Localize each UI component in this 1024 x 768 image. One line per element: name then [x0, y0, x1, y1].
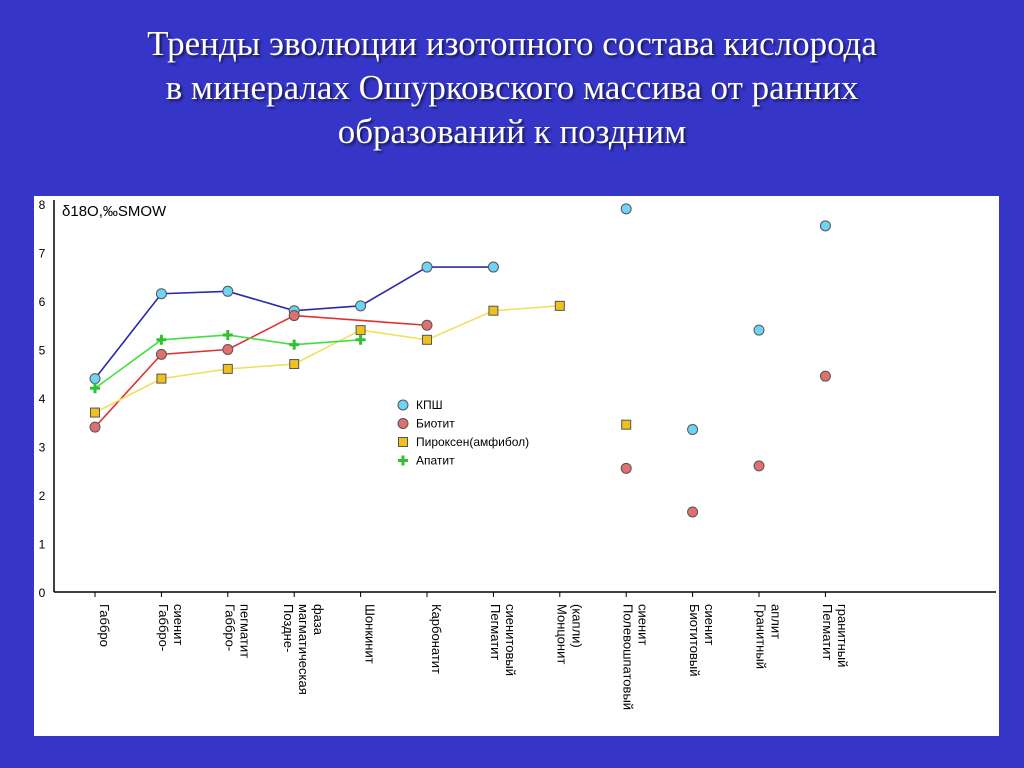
x-tick-label: фаза	[311, 604, 326, 636]
title-line-2: в минералах Ошурковского массива от ранн…	[165, 68, 859, 107]
x-tick-label: Шонкинит	[363, 604, 378, 664]
legend-label-2: Пироксен(амфибол)	[416, 435, 529, 449]
x-tick-label: сиенитовый	[503, 604, 518, 676]
x-tick-label: аплит	[769, 604, 784, 639]
x-tick-label: Поздне-	[281, 604, 296, 652]
point-s1-11	[819, 370, 831, 382]
x-tick-label: сиенит	[636, 604, 651, 645]
point-s1-9	[687, 506, 699, 518]
x-tick-label: пегматит	[237, 604, 252, 658]
point-s2-7	[554, 300, 565, 311]
point-s0-2	[222, 285, 234, 297]
point-s3-3	[289, 339, 300, 350]
legend-marker-2	[398, 437, 408, 447]
x-tick-label: Полевошпатовый	[621, 604, 636, 710]
point-s2-1	[156, 373, 167, 384]
point-s1-10	[753, 460, 765, 472]
legend-marker-1	[397, 418, 409, 429]
series-line-3	[94, 334, 361, 389]
y-tick-label: 8	[39, 198, 46, 212]
y-tick-label: 6	[39, 295, 46, 309]
title-line-1: Тренды эволюции изотопного состава кисло…	[147, 24, 877, 63]
series-line-2	[94, 305, 560, 414]
point-s2-0	[90, 407, 100, 418]
point-s2-6	[488, 305, 499, 316]
point-s2-3	[289, 359, 300, 370]
title-line-3: образований к поздним	[337, 112, 687, 151]
point-s1-2	[222, 344, 234, 355]
y-axis-label: δ18O,‰SMOW	[62, 203, 167, 220]
point-s1-8	[620, 462, 632, 474]
point-s1-1	[155, 348, 167, 360]
x-tick-label: Габбро-	[156, 604, 171, 651]
chart-panel: 0 1 2 3 4 5 6 7 8 δ18O,‰SMOW Габбро Габбро-сиенит Га…	[34, 196, 999, 736]
point-s0-9	[687, 424, 699, 436]
x-tick-label: Карбонатит	[429, 604, 444, 674]
y-tick-label: 0	[39, 586, 46, 600]
y-tick-label: 5	[39, 344, 46, 358]
point-s0-6	[487, 261, 499, 273]
legend-label-1: Биотит	[416, 417, 455, 431]
slide-title: Тренды эволюции изотопного состава кисло…	[40, 22, 984, 154]
y-tick-label: 4	[39, 392, 46, 406]
point-s3-0	[90, 383, 100, 394]
legend-marker-3	[398, 455, 408, 466]
point-s0-1	[155, 288, 167, 300]
x-tick-label: Габбро	[97, 604, 112, 647]
point-s0-10	[753, 324, 765, 336]
point-s2-5	[422, 334, 432, 345]
point-s1-3	[288, 310, 300, 322]
x-tick-label: сиенит	[702, 604, 717, 645]
legend-label-3: Апатит	[416, 454, 455, 468]
x-tick-label: Габбро-	[222, 604, 237, 651]
point-s1-5	[421, 319, 433, 331]
x-tick-label: Монцонит	[554, 604, 569, 664]
y-tick-label: 1	[39, 538, 46, 552]
point-s3-2	[222, 329, 233, 340]
x-tick-label: сиенит	[171, 604, 186, 645]
y-tick-label: 3	[39, 441, 46, 455]
point-s0-0	[89, 373, 101, 385]
y-tick-label: 7	[39, 247, 46, 261]
point-s1-0	[89, 421, 101, 433]
legend-marker-0	[397, 399, 409, 411]
point-s3-4	[355, 334, 366, 345]
x-tick-label: Пегматит	[820, 604, 835, 660]
y-tick-label: 2	[39, 489, 46, 503]
point-s0-8	[620, 203, 632, 215]
point-s0-5	[421, 261, 433, 273]
point-s0-11	[819, 220, 831, 232]
point-s2-4	[355, 325, 366, 336]
point-s2-8	[621, 419, 632, 430]
point-s3-1	[156, 334, 167, 345]
x-tick-label: гранитный	[835, 604, 850, 667]
legend-label-0: КПШ	[416, 398, 443, 412]
x-tick-label: Пегматит	[488, 604, 503, 660]
point-s2-2	[222, 363, 233, 374]
x-tick-label: магматическая	[296, 604, 311, 695]
x-tick-label: Гранитный	[754, 604, 769, 669]
x-tick-label: Биотитовый	[687, 604, 702, 677]
point-s0-4	[355, 300, 367, 312]
x-tick-label: (капли)	[569, 604, 584, 648]
